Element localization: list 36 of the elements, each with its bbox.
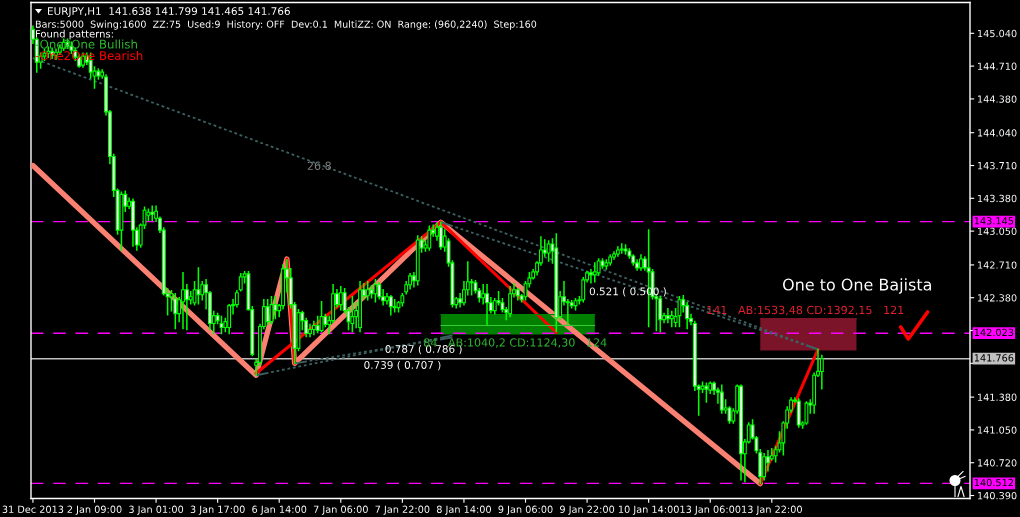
annotation: 0.739 ( 0.707 )	[364, 360, 441, 371]
annotation: Found patterns:	[35, 29, 113, 40]
annotation: 141 AB:1533,48 CD:1392,15 121	[707, 305, 904, 316]
x-tick-label: 7 Jan 06:00	[313, 505, 368, 515]
x-tick-label: 2 Jan 09:00	[67, 505, 122, 515]
ref-line-label: 142.023	[974, 328, 1014, 337]
x-tick-label: 8 Jan 14:00	[436, 505, 491, 515]
x-tick-label: 9 Jan 06:00	[498, 505, 553, 515]
x-tick-label: 3 Jan 17:00	[190, 505, 245, 515]
x-tick-label: 10 Jan 14:00	[618, 505, 679, 515]
y-tick-label: 140.720	[978, 459, 1017, 467]
text: Bars:5000 Swing:1600 ZZ:75 Used:9 History: OFF Dev:0.1 MultiZZ: ON Range: (960,2240) Step:160	[35, 20, 537, 30]
annotation: One to One Bajista	[783, 278, 931, 294]
chart-title: EURJPY,H1 141.638 141.799 141.465 141.766	[48, 7, 290, 17]
y-tick-label: 141.050	[978, 426, 1017, 434]
y-tick-label: 142.380	[978, 294, 1017, 302]
y-tick-label: 144.710	[978, 62, 1017, 70]
y-tick-label: 140.390	[978, 492, 1017, 500]
x-tick-label: 7 Jan 22:00	[375, 505, 430, 515]
y-tick-label: 144.380	[978, 95, 1017, 103]
x-tick-label: 31 Dec 2013	[2, 505, 64, 513]
ref-line-label: 141.766	[974, 354, 1014, 362]
ref-line-label: 143.145	[974, 217, 1014, 225]
y-tick-label: 141.380	[978, 393, 1017, 401]
x-tick-label: 6 Jan 14:00	[252, 505, 307, 515]
y-tick-label: 143.710	[978, 161, 1017, 170]
x-tick-label: 9 Jan 22:00	[560, 505, 615, 515]
y-tick-label: 145.040	[978, 29, 1017, 38]
x-tick-label: 13 Jan 22:00	[742, 505, 802, 515]
x-tick-label: 3 Jan 01:00	[129, 505, 184, 515]
y-tick-label: 144.040	[978, 129, 1017, 137]
x-tick-label: 13 Jan 06:00	[680, 505, 741, 515]
y-tick-label: 143.380	[978, 194, 1017, 203]
ref-line-label: 140.512	[974, 478, 1013, 487]
y-tick-label: 142.710	[978, 261, 1017, 269]
y-tick-label: 143.050	[978, 227, 1017, 235]
